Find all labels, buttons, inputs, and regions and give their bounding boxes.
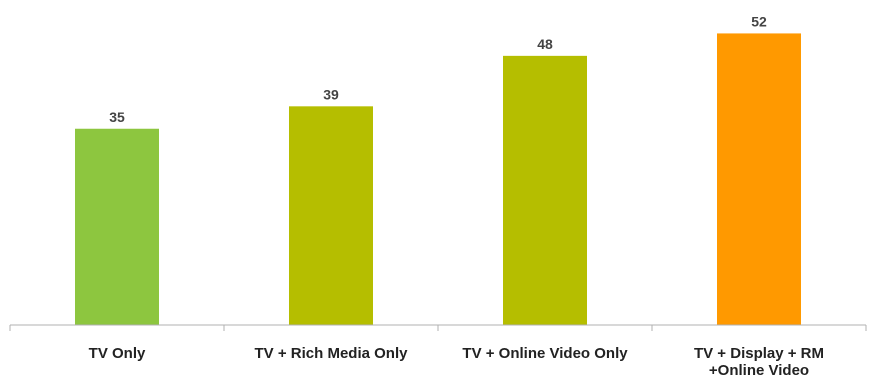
category-label: TV + Rich Media Only xyxy=(255,345,409,362)
bar-value-label: 39 xyxy=(323,86,339,102)
category-label: +Online Video xyxy=(709,362,809,379)
bar-value-label: 52 xyxy=(751,13,767,29)
value-labels-group: 35 39 48 52 xyxy=(109,13,767,124)
bar xyxy=(75,128,159,325)
bar xyxy=(717,33,801,326)
category-label: TV + Online Video Only xyxy=(462,345,628,362)
bar xyxy=(503,55,587,325)
category-label: TV + Display + RM xyxy=(694,345,824,362)
bar xyxy=(289,106,373,325)
category-label: TV Only xyxy=(89,345,146,362)
bar-value-label: 48 xyxy=(537,36,553,52)
bar-value-label: 35 xyxy=(109,109,125,125)
category-labels-group: TV Only TV + Rich Media Only TV + Online V… xyxy=(89,345,824,379)
x-axis-ticks xyxy=(9,325,867,331)
bars-group xyxy=(75,33,801,326)
